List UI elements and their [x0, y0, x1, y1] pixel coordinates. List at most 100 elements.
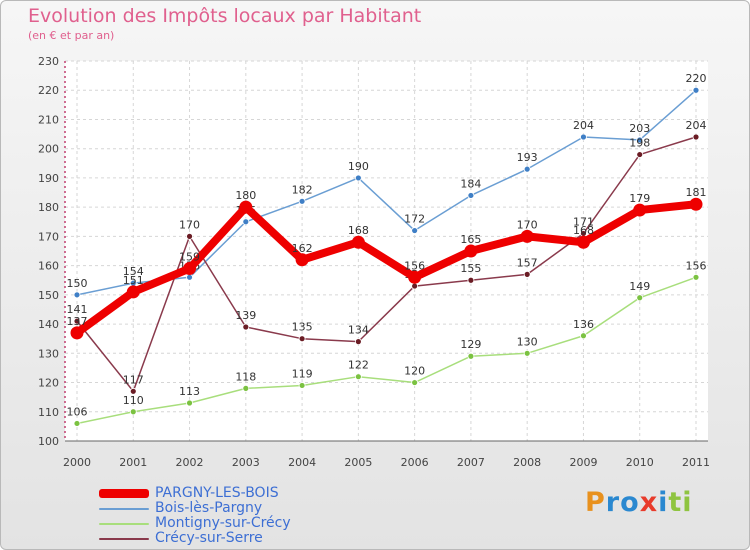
data-label-pargny-les-bois: 159	[179, 251, 200, 264]
data-point-crecy-sur-serre	[354, 338, 362, 346]
data-label-pargny-les-bois: 168	[573, 224, 594, 237]
data-point-montigny-sur-crecy	[636, 294, 644, 302]
data-label-crecy-sur-serre: 155	[460, 262, 481, 275]
data-point-montigny-sur-crecy	[73, 420, 81, 427]
data-label-crecy-sur-serre: 141	[67, 303, 88, 316]
data-label-montigny-sur-crecy: 106	[67, 405, 88, 418]
series-line-pargny-les-bois	[73, 200, 700, 337]
data-label-montigny-sur-crecy: 113	[179, 385, 200, 398]
data-point-crecy-sur-serre	[298, 335, 306, 343]
data-label-bois-les-pargny: 203	[629, 122, 650, 135]
data-label-montigny-sur-crecy: 122	[348, 359, 369, 372]
data-point-crecy-sur-serre	[129, 387, 137, 395]
data-point-bois-les-pargny	[636, 136, 644, 144]
data-point-crecy-sur-serre	[636, 151, 644, 158]
logo-letter: i	[682, 487, 693, 518]
data-point-bois-les-pargny	[242, 218, 250, 226]
data-label-pargny-les-bois: 165	[460, 233, 481, 246]
data-point-pargny-les-bois	[351, 235, 365, 249]
data-point-crecy-sur-serre	[523, 270, 531, 278]
data-label-pargny-les-bois: 170	[517, 218, 538, 231]
data-label-bois-les-pargny: 150	[67, 277, 88, 290]
logo-letter: P	[585, 487, 606, 518]
data-label-crecy-sur-serre: 170	[179, 218, 200, 231]
x-tick-label: 2003	[232, 456, 260, 469]
y-tick-label: 230	[38, 55, 59, 68]
data-point-pargny-les-bois	[295, 253, 309, 267]
data-point-pargny-les-bois	[464, 244, 478, 258]
proxiti-logo: Proxiti	[585, 487, 693, 518]
series-line-montigny-sur-crecy	[76, 276, 697, 425]
data-point-bois-les-pargny	[580, 133, 587, 141]
data-point-pargny-les-bois	[689, 197, 703, 211]
data-label-montigny-sur-crecy: 156	[686, 259, 707, 272]
plot-area	[65, 61, 708, 441]
data-label-crecy-sur-serre: 117	[123, 373, 144, 386]
data-label-montigny-sur-crecy: 120	[404, 365, 425, 378]
y-tick-label: 170	[38, 230, 59, 243]
data-label-montigny-sur-crecy: 110	[123, 394, 144, 407]
legend-label: Montigny-sur-Crécy	[155, 515, 291, 531]
data-point-bois-les-pargny	[354, 174, 362, 182]
chart-subtitle: (en € et par an)	[28, 29, 115, 42]
legend-swatch	[99, 489, 149, 498]
legend-swatch	[99, 538, 149, 540]
data-label-crecy-sur-serre: 171	[573, 215, 594, 228]
data-point-montigny-sur-crecy	[467, 352, 475, 360]
data-point-crecy-sur-serre	[411, 282, 419, 290]
y-tick-label: 210	[38, 113, 59, 126]
data-label-montigny-sur-crecy: 129	[460, 338, 481, 351]
data-point-montigny-sur-crecy	[354, 373, 362, 381]
x-tick-label: 2008	[513, 456, 541, 469]
data-label-bois-les-pargny: 154	[123, 265, 144, 278]
data-point-bois-les-pargny	[411, 227, 419, 234]
data-label-pargny-les-bois: 156	[404, 259, 425, 272]
data-label-bois-les-pargny: 193	[517, 151, 538, 164]
y-tick-label: 200	[38, 143, 59, 156]
data-label-montigny-sur-crecy: 119	[292, 367, 313, 380]
data-label-montigny-sur-crecy: 136	[573, 318, 594, 331]
data-point-pargny-les-bois	[183, 262, 197, 276]
data-point-montigny-sur-crecy	[692, 273, 700, 281]
x-tick-label: 2002	[176, 456, 204, 469]
data-point-pargny-les-bois	[408, 270, 422, 284]
legend-swatch	[99, 508, 149, 510]
data-point-bois-les-pargny	[298, 197, 306, 205]
chart-title: Evolution des Impôts locaux par Habitant	[28, 5, 422, 27]
data-point-bois-les-pargny	[692, 86, 700, 94]
series-line-crecy-sur-serre	[76, 136, 697, 393]
data-point-montigny-sur-crecy	[411, 379, 419, 386]
x-tick-label: 2000	[63, 456, 91, 469]
data-point-bois-les-pargny	[523, 165, 531, 173]
legend-swatch	[99, 523, 149, 525]
x-tick-label: 2005	[344, 456, 372, 469]
data-point-crecy-sur-serre	[692, 133, 700, 141]
data-label-pargny-les-bois: 180	[235, 189, 256, 202]
data-label-bois-les-pargny: 184	[460, 177, 481, 190]
series-line-bois-les-pargny	[76, 89, 697, 296]
data-point-montigny-sur-crecy	[242, 384, 250, 392]
data-point-bois-les-pargny	[467, 192, 475, 199]
data-point-pargny-les-bois	[126, 285, 140, 299]
data-point-montigny-sur-crecy	[580, 332, 587, 340]
y-tick-label: 180	[38, 201, 59, 214]
y-tick-label: 120	[38, 377, 59, 390]
data-point-crecy-sur-serre	[242, 323, 250, 331]
data-point-montigny-sur-crecy	[129, 408, 137, 416]
data-label-pargny-les-bois: 179	[629, 192, 650, 205]
x-tick-label: 2007	[457, 456, 485, 469]
data-point-pargny-les-bois	[520, 229, 534, 243]
data-point-montigny-sur-crecy	[186, 399, 193, 407]
logo-letter: i	[658, 487, 669, 518]
legend-label: Crécy-sur-Serre	[155, 530, 263, 546]
legend-label: PARGNY-LES-BOIS	[155, 485, 279, 501]
data-label-crecy-sur-serre: 198	[629, 137, 650, 150]
data-point-crecy-sur-serre	[73, 317, 81, 325]
data-label-pargny-les-bois: 168	[348, 224, 369, 237]
data-label-crecy-sur-serre: 135	[292, 321, 313, 334]
y-tick-label: 160	[38, 260, 59, 273]
y-tick-label: 110	[38, 406, 59, 419]
y-tick-label: 190	[38, 172, 59, 185]
y-tick-label: 130	[38, 347, 59, 360]
